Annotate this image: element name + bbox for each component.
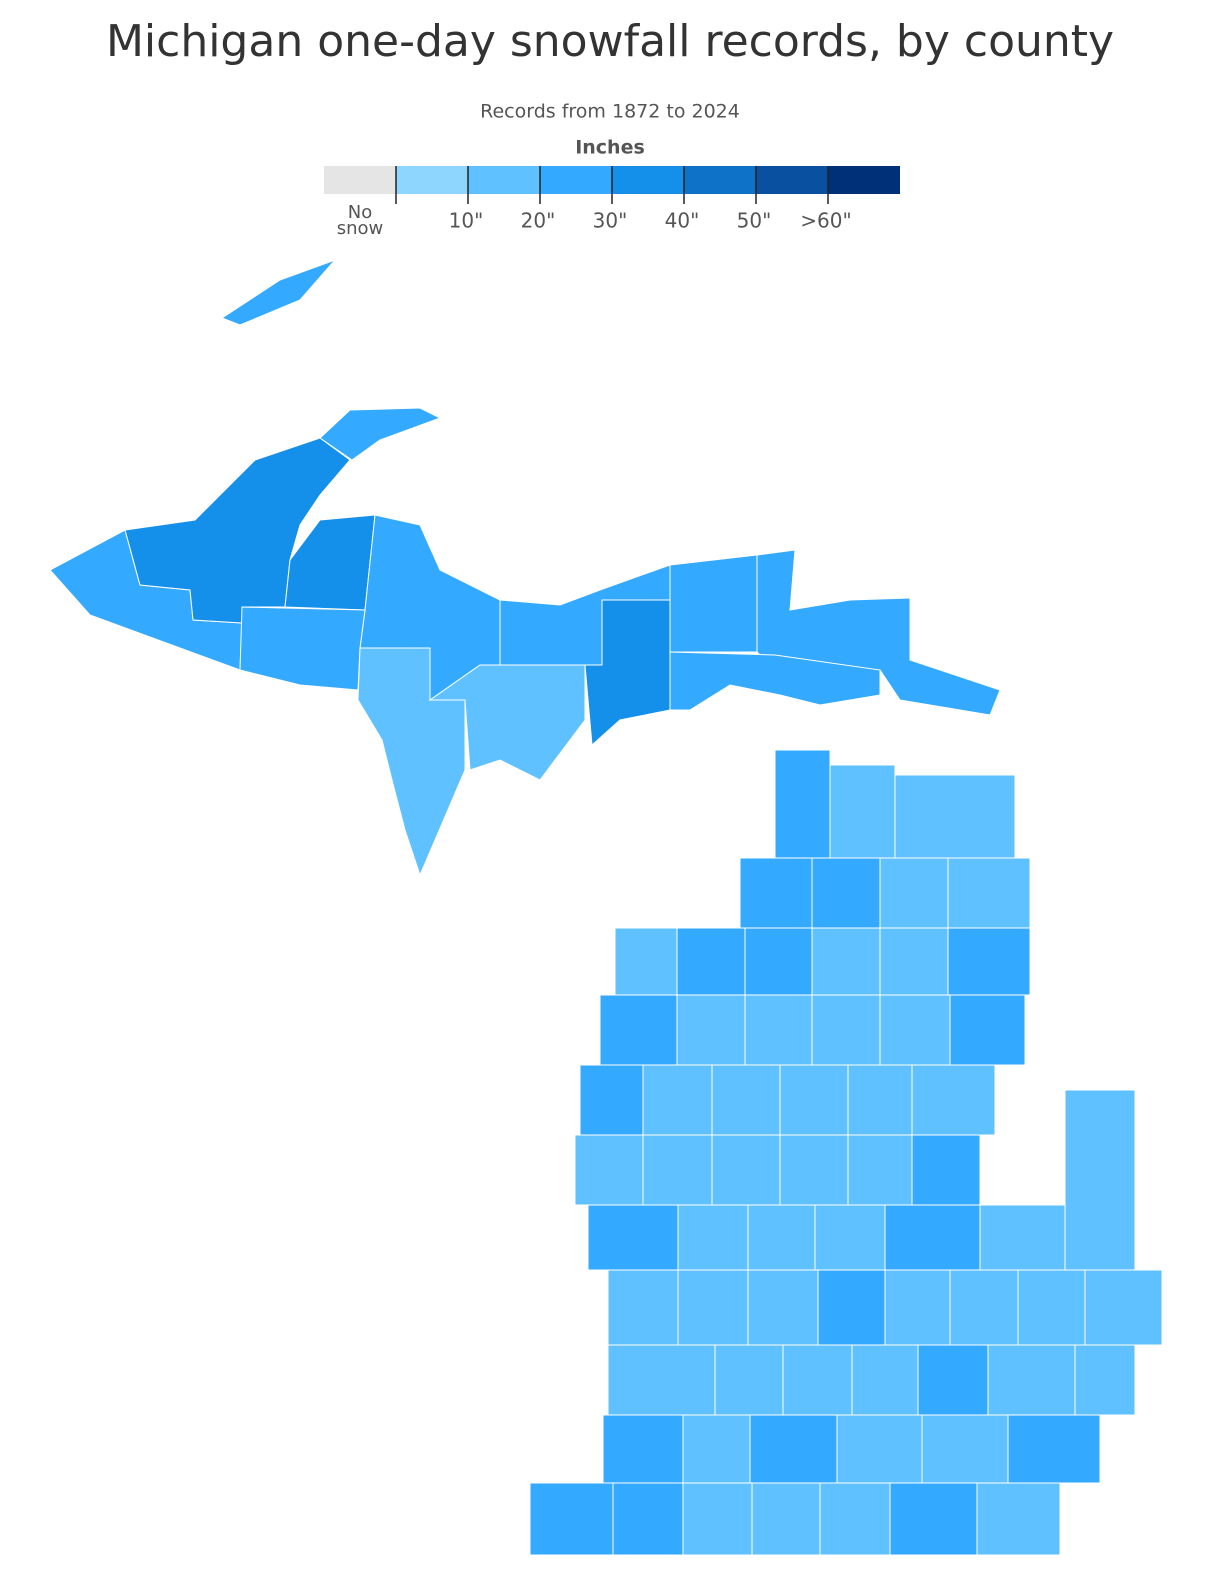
county-layer (49, 259, 1163, 1556)
county (1017, 1269, 1086, 1346)
chart-title: Michigan one-day snowfall records, by co… (106, 16, 1114, 67)
county (677, 1204, 749, 1271)
county (879, 994, 951, 1066)
legend-swatch (684, 166, 756, 194)
county (614, 927, 678, 996)
county (811, 994, 881, 1066)
county (587, 1204, 679, 1271)
county (1084, 1269, 1163, 1346)
county (911, 1134, 981, 1206)
legend-swatch (396, 166, 468, 194)
legend-label: 20" (521, 209, 556, 233)
county (847, 1064, 913, 1136)
county (811, 857, 881, 929)
legend-title: Inches (575, 137, 645, 159)
county (747, 1269, 819, 1346)
legend-label: 40" (665, 209, 700, 233)
county (987, 1344, 1076, 1416)
legend-label: 10" (449, 209, 484, 233)
county (357, 647, 466, 877)
county (894, 774, 1016, 859)
legend-swatch (756, 166, 828, 194)
legend-swatch (612, 166, 684, 194)
county (599, 994, 678, 1066)
county (947, 927, 1031, 996)
legend-label: No snow (337, 202, 384, 239)
county (529, 1482, 614, 1556)
county (814, 1204, 886, 1271)
county (642, 1134, 713, 1206)
county (847, 1134, 913, 1206)
county (879, 927, 949, 996)
legend-swatch (828, 166, 900, 194)
county (1064, 1089, 1136, 1271)
county (917, 1344, 989, 1416)
county (819, 1482, 891, 1556)
county (811, 927, 881, 996)
county (676, 927, 746, 996)
county (579, 1064, 644, 1136)
county (879, 857, 949, 929)
county (884, 1204, 981, 1271)
county (782, 1344, 853, 1416)
county (744, 994, 813, 1066)
legend-label: 30" (593, 209, 628, 233)
legend-swatch (324, 166, 396, 194)
county (884, 1269, 951, 1346)
county (949, 1269, 1019, 1346)
county (612, 1482, 684, 1556)
county (1007, 1414, 1101, 1484)
county (979, 1204, 1066, 1271)
county (677, 1269, 749, 1346)
county (779, 1134, 849, 1206)
county (319, 407, 442, 461)
chart-subtitle: Records from 1872 to 2024 (480, 101, 740, 123)
county (836, 1414, 923, 1484)
county (642, 1064, 713, 1136)
county (829, 764, 896, 859)
county (676, 994, 746, 1066)
legend-swatch (540, 166, 612, 194)
county (851, 1344, 919, 1416)
county (711, 1134, 781, 1206)
county (428, 664, 586, 781)
county (921, 1414, 1009, 1484)
county (714, 1344, 784, 1416)
county (774, 749, 831, 859)
county (889, 1482, 978, 1556)
legend-label: >60" (800, 209, 851, 233)
county (947, 857, 1031, 929)
county (669, 554, 758, 653)
county (669, 651, 881, 711)
county (749, 1414, 838, 1484)
county (602, 1414, 684, 1484)
county (976, 1482, 1061, 1556)
county (711, 1064, 781, 1136)
county (949, 994, 1026, 1066)
county (739, 857, 813, 929)
county (682, 1482, 753, 1556)
county (751, 1482, 821, 1556)
county (239, 606, 366, 691)
legend-swatch (468, 166, 540, 194)
legend-label: 50" (737, 209, 772, 233)
county (682, 1414, 751, 1484)
county (911, 1064, 996, 1136)
county (574, 1134, 644, 1206)
county (817, 1269, 886, 1346)
island (220, 259, 336, 326)
county (747, 1204, 816, 1271)
county (607, 1269, 679, 1346)
county (779, 1064, 849, 1136)
county (607, 1344, 716, 1416)
county (1074, 1344, 1136, 1416)
county (744, 927, 813, 996)
